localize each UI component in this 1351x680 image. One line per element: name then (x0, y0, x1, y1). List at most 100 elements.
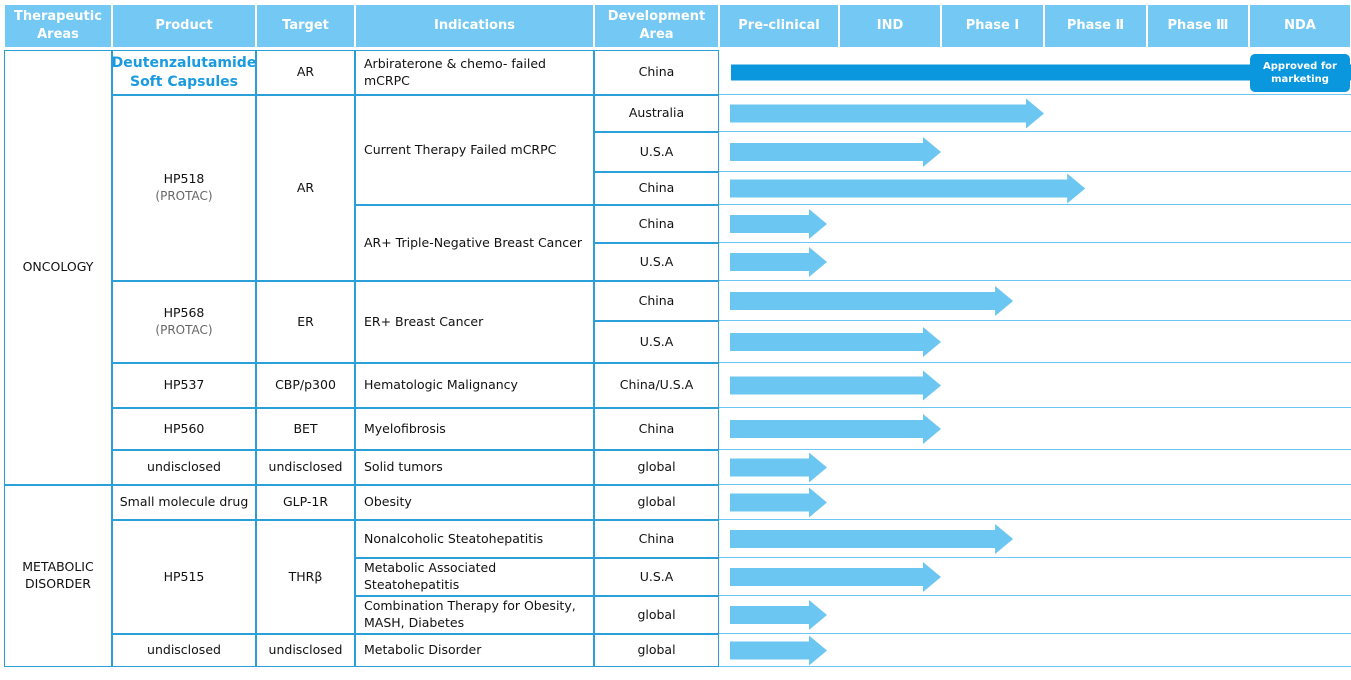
region-cell: China (594, 172, 719, 205)
region-cell: Australia (594, 95, 719, 132)
progress-arrow (730, 137, 941, 167)
region-cell-text: U.S.A (639, 568, 674, 584)
product-cell: Deutenzalutamide Soft Capsules (112, 50, 256, 95)
indication-cell-text: Current Therapy Failed mCRPC (364, 141, 557, 157)
region-cell: U.S.A (594, 558, 719, 596)
header-cell-text: Indications (434, 18, 515, 34)
target-cell-text: AR (296, 64, 315, 80)
product-cell-text: HP537 (163, 377, 205, 393)
stage-row (719, 172, 1351, 205)
target-cell: GLP-1R (256, 485, 355, 520)
header-cell: NDA (1249, 4, 1351, 48)
indication-cell-text: Obesity (364, 494, 412, 510)
stage-row (719, 281, 1351, 321)
progress-arrow (730, 209, 827, 239)
region-cell: China (594, 408, 719, 450)
indication-cell: Metabolic Disorder (355, 634, 594, 667)
target-cell-text: ER (297, 313, 314, 329)
indication-cell: Combination Therapy for Obesity, MASH, D… (355, 596, 594, 634)
product-cell-text: HP568 (163, 305, 205, 321)
region-cell: China/U.S.A (594, 363, 719, 408)
progress-bar (731, 64, 1351, 81)
region-cell: U.S.A (594, 321, 719, 363)
target-cell: AR (256, 50, 355, 95)
region-cell-text: China/U.S.A (619, 377, 694, 393)
region-cell-text: U.S.A (639, 333, 674, 349)
indication-cell-text: Metabolic Disorder (364, 642, 482, 658)
region-cell-text: U.S.A (639, 143, 674, 159)
stage-row (719, 363, 1351, 408)
product-cell: HP518 (PROTAC) (112, 95, 256, 281)
progress-arrow (730, 370, 941, 401)
region-cell-text: global (637, 642, 676, 658)
progress-arrow (730, 247, 827, 277)
region-cell-text: global (637, 459, 676, 475)
product-cell: HP537 (112, 363, 256, 408)
product-cell-text: Deutenzalutamide Soft Capsules (111, 54, 257, 90)
indication-cell: AR+ Triple-Negative Breast Cancer (355, 205, 594, 281)
region-cell-text: China (638, 64, 675, 80)
product-cell: HP568 (PROTAC) (112, 281, 256, 363)
region-cell: global (594, 450, 719, 485)
header-cell-text: Phase Ⅲ (1167, 18, 1229, 34)
region-cell-text: China (638, 292, 675, 308)
stage-row (719, 95, 1351, 132)
region-cell-text: China (638, 530, 675, 546)
stage-row (719, 321, 1351, 363)
product-cell-text: HP518 (163, 171, 205, 187)
indication-cell-text: AR+ Triple-Negative Breast Cancer (364, 234, 582, 250)
progress-arrow (730, 635, 827, 666)
header-cell: Indications (355, 4, 594, 48)
target-cell: BET (256, 408, 355, 450)
progress-arrow (730, 286, 1014, 316)
stage-row (719, 558, 1351, 596)
progress-arrow (730, 327, 941, 357)
target-cell-text: THRβ (288, 568, 323, 584)
progress-arrow (730, 600, 827, 630)
product-cell: Small molecule drug (112, 485, 256, 520)
progress-arrow (730, 452, 827, 483)
product-cell-text: undisclosed (147, 459, 221, 475)
region-cell-text: U.S.A (639, 253, 674, 269)
progress-arrow (730, 562, 941, 592)
stage-row (719, 485, 1351, 520)
header-cell: IND (839, 4, 941, 48)
region-cell: global (594, 634, 719, 667)
area-cell: METABOLIC DISORDER (4, 485, 112, 667)
header-cell: Phase Ⅲ (1147, 4, 1249, 48)
target-cell: THRβ (256, 520, 355, 634)
stage-row (719, 520, 1351, 558)
header-cell-text: NDA (1284, 18, 1316, 34)
status-badge-text: Approved for marketing (1263, 60, 1337, 85)
product-cell: HP560 (112, 408, 256, 450)
region-cell-text: China (638, 180, 675, 196)
product-cell-text: undisclosed (147, 642, 221, 658)
stage-row (719, 50, 1351, 95)
target-cell-text: undisclosed (268, 642, 343, 658)
indication-cell: Solid tumors (355, 450, 594, 485)
area-cell-text: METABOLIC DISORDER (22, 559, 94, 591)
indication-cell: Arbiraterone & chemo- failed mCRPC (355, 50, 594, 95)
header-cell-text: Therapeutic Areas (14, 9, 102, 42)
region-cell: global (594, 596, 719, 634)
target-cell: undisclosed (256, 634, 355, 667)
product-note: (PROTAC) (155, 323, 213, 338)
stage-row (719, 132, 1351, 172)
header-cell: Phase Ⅱ (1044, 4, 1147, 48)
product-cell: undisclosed (112, 450, 256, 485)
header-cell: Product (112, 4, 256, 48)
target-cell: CBP/p300 (256, 363, 355, 408)
header-cell-text: Product (155, 18, 213, 34)
header-cell-text: Pre-clinical (738, 18, 820, 34)
product-cell-text: Small molecule drug (119, 494, 249, 510)
region-cell-text: China (638, 420, 675, 436)
product-cell-text: HP560 (163, 420, 205, 436)
status-badge: Approved for marketing (1250, 53, 1350, 92)
region-cell: China (594, 281, 719, 321)
indication-cell-text: Combination Therapy for Obesity, MASH, D… (364, 598, 576, 630)
stage-row (719, 596, 1351, 634)
header-cell-text: Target (282, 18, 329, 34)
region-cell: China (594, 205, 719, 243)
indication-cell-text: Solid tumors (364, 459, 443, 475)
